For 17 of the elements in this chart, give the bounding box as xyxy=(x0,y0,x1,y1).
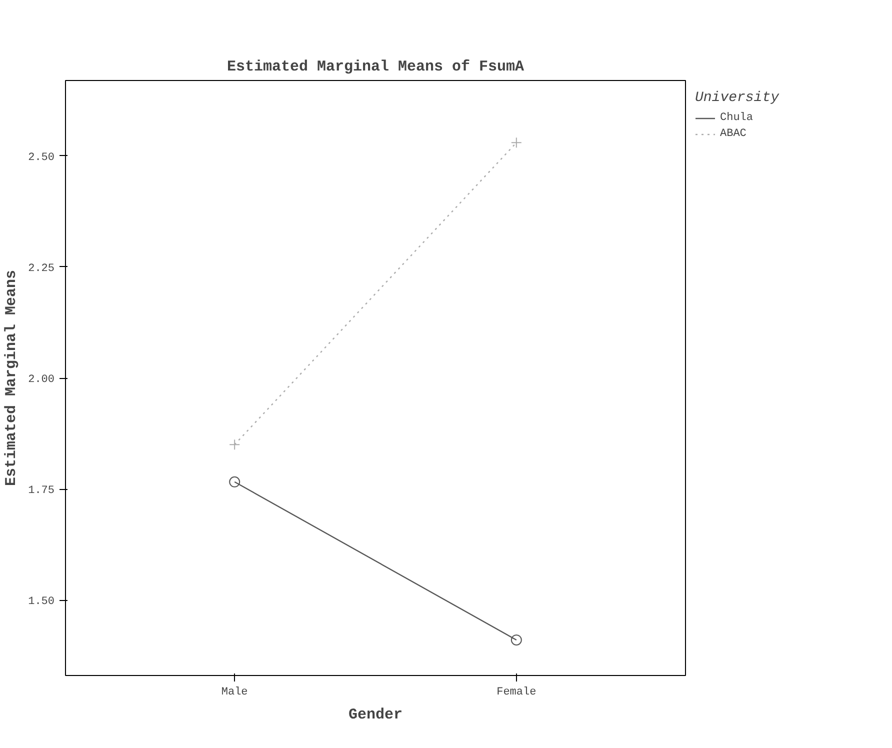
y-tick-label: 1.50 xyxy=(28,596,54,608)
legend-title: University xyxy=(695,90,780,106)
y-axis-title: Estimated Marginal Means xyxy=(3,270,20,486)
y-tick-label: 2.25 xyxy=(28,262,54,275)
chart-title: Estimated Marginal Means of FsumA xyxy=(226,58,524,76)
x-tick-label: Female xyxy=(496,686,536,698)
point xyxy=(510,634,522,646)
x-axis-title: Gender xyxy=(348,706,403,724)
legend-label: Chula xyxy=(720,111,754,125)
y-tick-label: 1.75 xyxy=(28,485,54,498)
x-tick-label: Male xyxy=(221,686,248,698)
point xyxy=(510,137,522,148)
point xyxy=(229,439,240,450)
point xyxy=(229,476,240,488)
legend-label: ABAC xyxy=(720,127,746,141)
y-tick-label: 2.00 xyxy=(28,374,54,386)
y-tick-label: 2.50 xyxy=(28,152,54,164)
